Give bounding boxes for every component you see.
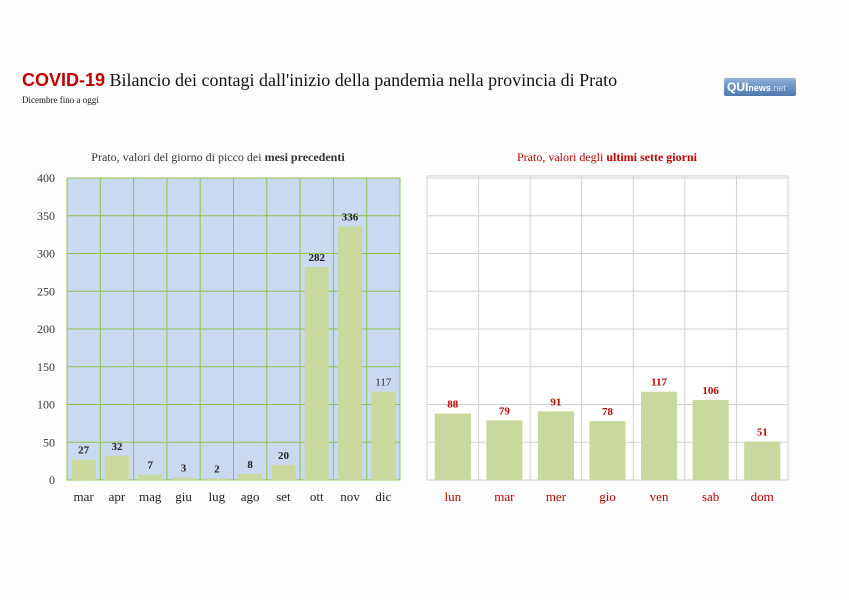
bar-sab — [692, 399, 729, 480]
x-tick-label: gio — [599, 489, 616, 504]
x-tick-label: dic — [375, 489, 391, 504]
x-tick-label: ago — [241, 489, 260, 504]
data-label: 8 — [247, 459, 253, 471]
bar-dic — [371, 391, 396, 480]
bar-nov — [338, 226, 363, 480]
x-tick-label: mar — [74, 489, 95, 504]
qui-news-logo: QUInews.net — [724, 78, 796, 96]
x-tick-label: nov — [340, 489, 360, 504]
bar-ago — [238, 473, 263, 480]
data-label: 79 — [499, 405, 511, 417]
y-tick-label: 100 — [37, 398, 55, 412]
data-label: 32 — [111, 441, 123, 453]
bar-lug — [204, 478, 229, 480]
x-tick-label: ott — [310, 489, 324, 504]
bar-ott — [304, 267, 329, 480]
y-tick-label: 400 — [37, 171, 55, 185]
data-label: 117 — [651, 377, 667, 389]
bar-mar — [71, 459, 96, 480]
bar-gio — [589, 421, 626, 480]
title-prefix: COVID-19 — [22, 70, 106, 90]
data-label: 20 — [278, 450, 290, 462]
x-tick-label: giu — [175, 489, 192, 504]
y-tick-label: 150 — [37, 360, 55, 374]
data-label: 88 — [447, 399, 459, 411]
data-label: 117 — [375, 377, 392, 389]
data-label: 27 — [78, 445, 90, 457]
data-label: 336 — [342, 211, 359, 223]
bar-giu — [171, 477, 196, 480]
bar-dom — [744, 441, 781, 480]
x-tick-label: apr — [109, 489, 126, 504]
x-tick-label: mag — [139, 489, 162, 504]
y-tick-label: 0 — [49, 473, 55, 487]
data-label: 51 — [757, 426, 768, 438]
data-label: 282 — [309, 252, 326, 264]
bar-mag — [138, 474, 163, 480]
x-tick-label: lug — [209, 489, 226, 504]
x-tick-label: sab — [702, 489, 719, 504]
x-tick-label: mar — [494, 489, 515, 504]
y-tick-label: 50 — [43, 435, 55, 449]
x-tick-label: ven — [650, 489, 669, 504]
data-label: 78 — [602, 406, 614, 418]
bar-lun — [434, 413, 471, 480]
data-label: 91 — [550, 396, 561, 408]
x-tick-label: mer — [546, 489, 567, 504]
page-subtitle: Dicembre fino a oggi — [22, 95, 99, 105]
bar-ven — [641, 391, 678, 480]
y-tick-label: 350 — [37, 209, 55, 223]
data-label: 7 — [148, 460, 154, 472]
title-text: Bilancio dei contagi dall'inizio della p… — [105, 70, 618, 90]
bar-mer — [537, 411, 574, 480]
page-title: COVID-19 Bilancio dei contagi dall'inizi… — [22, 70, 617, 91]
y-tick-label: 300 — [37, 247, 55, 261]
x-tick-label: dom — [751, 489, 774, 504]
x-tick-label: set — [276, 489, 291, 504]
bar-apr — [104, 455, 129, 480]
y-tick-label: 250 — [37, 284, 55, 298]
bar-set — [271, 464, 296, 480]
chart-title-1: Prato, valori degli ultimi sette giorni — [517, 150, 698, 164]
bar-mar — [486, 420, 523, 480]
chart-title-0: Prato, valori del giorno di picco dei me… — [91, 150, 345, 164]
data-label: 2 — [214, 463, 220, 475]
x-tick-label: lun — [444, 489, 461, 504]
data-label: 3 — [181, 463, 187, 475]
y-tick-label: 200 — [37, 322, 55, 336]
data-label: 106 — [702, 385, 719, 397]
